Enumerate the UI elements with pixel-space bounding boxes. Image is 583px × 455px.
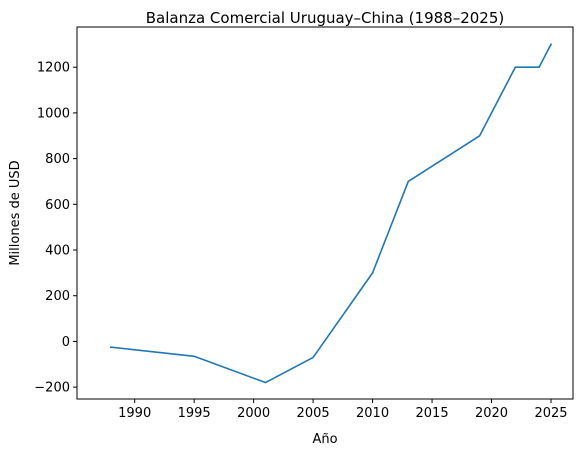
data-point	[312, 356, 314, 359]
y-tick-label: 800	[45, 152, 70, 167]
y-tick-label: 600	[45, 198, 70, 213]
x-tick-label: 2020	[475, 406, 508, 421]
data-point	[478, 134, 481, 137]
x-tick-label: 1990	[118, 406, 151, 421]
x-tick-label: 2000	[237, 406, 270, 421]
y-tick-label: −200	[34, 381, 70, 396]
y-tick-label: 400	[45, 244, 70, 259]
y-tick-label: 1200	[37, 61, 70, 76]
data-point	[407, 180, 410, 183]
data-point	[110, 346, 112, 348]
data-point	[264, 381, 267, 384]
data-point	[371, 272, 374, 274]
series-layer	[110, 43, 553, 384]
chart-title: Balanza Comercial Uruguay–China (1988–20…	[146, 9, 504, 27]
x-axis: 1990 1995 2000 2005 2010 2015 2020 2025	[118, 399, 568, 421]
x-tick-label: 2025	[534, 406, 567, 421]
y-tick-label: 0	[62, 335, 70, 350]
x-tick-label: 2005	[297, 406, 330, 421]
series-line	[110, 43, 553, 384]
x-tick-label: 2010	[356, 406, 389, 421]
data-point	[538, 66, 540, 69]
y-axis: −200 0 200 400 600 800 1000 1200	[34, 61, 77, 396]
data-point	[193, 355, 195, 358]
y-axis-label: Millones de USD	[8, 160, 23, 265]
x-tick-label: 1995	[178, 406, 211, 421]
y-tick-label: 200	[45, 289, 70, 304]
plot-area	[76, 26, 574, 400]
plot-background	[77, 27, 573, 399]
data-point	[550, 43, 552, 46]
plot-frame	[76, 26, 574, 400]
x-axis-label: Año	[312, 432, 337, 447]
x-tick-label: 2015	[416, 406, 449, 421]
y-tick-label: 1000	[37, 106, 70, 121]
data-point	[514, 66, 517, 69]
